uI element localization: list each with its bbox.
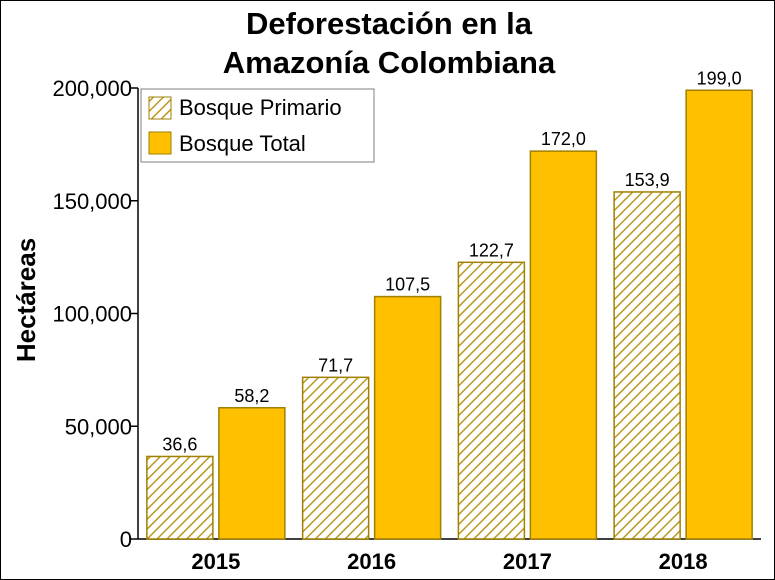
bar-bosque-total-2018	[685, 89, 753, 540]
x-tick-label-2017: 2017	[503, 549, 552, 574]
legend-box	[140, 88, 375, 163]
y-tick-label: 0	[120, 527, 132, 552]
data-label-bosque-primario-2018: 153,9	[625, 170, 670, 190]
chart-title-line-2: Amazonía Colombiana	[223, 45, 556, 80]
bar-bosque-total-2017	[529, 150, 598, 540]
y-axis-label: Hectáreas	[11, 238, 41, 362]
legend-swatch-bosque-total	[148, 131, 172, 155]
data-label-bosque-primario-2016: 71,7	[318, 355, 353, 375]
data-label-bosque-total-2016: 107,5	[385, 275, 430, 295]
bar-bosque-primario-2015	[146, 455, 214, 540]
data-label-bosque-total-2018: 199,0	[697, 68, 742, 88]
bar-bosque-primario-2017	[457, 261, 526, 540]
data-label-bosque-total-2015: 58,2	[234, 386, 269, 406]
legend: Bosque Primario Bosque Total	[140, 88, 375, 163]
bar-bosque-total-2015	[218, 407, 286, 540]
bar-bosque-primario-2018	[613, 191, 681, 540]
legend-label-bosque-total: Bosque Total	[179, 131, 306, 156]
bar-bosque-total-2016	[373, 295, 442, 540]
data-label-bosque-primario-2017: 122,7	[469, 240, 514, 260]
x-tick-label-2016: 2016	[347, 549, 396, 574]
x-tick-label-2018: 2018	[659, 549, 708, 574]
x-tick-label-2015: 2015	[191, 549, 240, 574]
y-ticks: 0 50,000 100,000 150,000 200,000	[52, 76, 138, 552]
data-label-bosque-total-2017: 172,0	[541, 129, 586, 149]
x-ticks: 2015 2016 2017 2018	[191, 549, 707, 574]
y-tick-label: 50,000	[65, 414, 132, 439]
y-tick-label: 200,000	[52, 76, 132, 101]
data-label-bosque-primario-2015: 36,6	[162, 434, 197, 454]
chart-title-line-1: Deforestación en la	[246, 6, 533, 41]
legend-swatch-bosque-primario	[148, 96, 172, 120]
y-tick-label: 150,000	[52, 189, 132, 214]
legend-label-bosque-primario: Bosque Primario	[179, 95, 342, 120]
bar-bosque-primario-2016	[301, 376, 370, 540]
y-tick-label: 100,000	[52, 302, 132, 327]
bars: 36,6 58,2 71,7 107,5 122,7 172,0 153,9 199,0	[146, 68, 753, 540]
